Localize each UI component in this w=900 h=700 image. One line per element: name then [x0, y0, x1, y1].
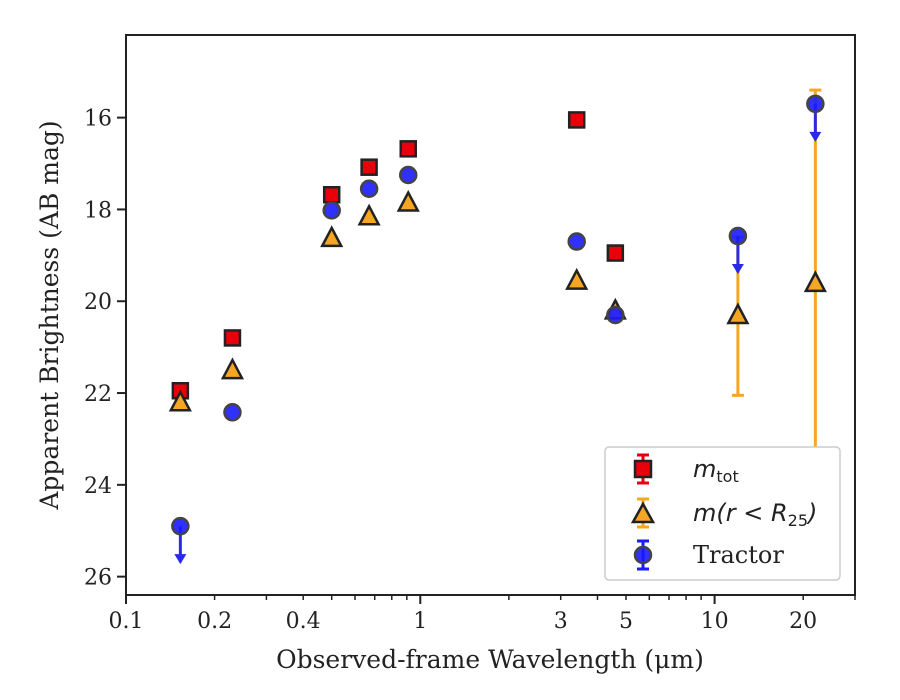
legend-item-mtot: mtot [633, 453, 739, 486]
mr25-point [320, 225, 344, 248]
legend-marker-square [633, 459, 653, 479]
plot-frame [125, 34, 856, 596]
legend-item-mr25: m(r < R25) [630, 497, 817, 530]
tractor-point [606, 305, 625, 325]
y-axis-ticks: 16 18 20 22 24 26 [84, 107, 126, 591]
y-tick-label: 24 [84, 474, 112, 499]
mr25-point [168, 389, 192, 412]
legend: mtot m(r < R25) Tractor [604, 446, 841, 581]
legend-marker-circle [633, 545, 653, 565]
upper-limit-arrowhead [809, 131, 822, 142]
tractor-point [398, 165, 418, 185]
tractor-point [806, 94, 825, 114]
x-tick-label: 0.4 [286, 609, 321, 634]
tractor-point [322, 201, 341, 220]
x-tick-label: 5 [619, 609, 633, 634]
mr25-point [726, 302, 750, 325]
mtot-point [322, 185, 341, 204]
mr25-point [396, 189, 420, 212]
tractor-point [223, 403, 242, 422]
legend-marker-triangle [630, 501, 656, 524]
mtot-point [223, 329, 242, 347]
legend-box [604, 446, 841, 581]
legend-label-tractor: Tractor [693, 541, 784, 569]
tractor-point [171, 516, 190, 536]
y-tick-label: 16 [84, 107, 112, 132]
y-axis-label: Apparent Brightness (AB mag) [35, 120, 64, 510]
x-tick-label: 20 [789, 609, 817, 634]
legend-item-tractor: Tractor [633, 539, 784, 571]
mr25-point [565, 267, 589, 290]
mtot-point [567, 111, 586, 129]
tractor-point [567, 232, 586, 251]
legend-label-mtot: mtot [693, 455, 739, 486]
y-tick-label: 26 [84, 566, 112, 591]
data-series [168, 88, 827, 565]
mr25-point [220, 357, 245, 380]
y-tick-label: 22 [84, 382, 112, 407]
x-tick-label: 1 [413, 609, 427, 634]
tractor-point [359, 179, 379, 199]
upper-limit-arrowhead [731, 264, 744, 275]
x-tick-label: 3 [554, 609, 568, 634]
upper-limit-arrowhead [174, 554, 187, 565]
tractor-point [728, 226, 748, 246]
legend-label-mr25: m(r < R25) [693, 499, 817, 530]
x-tick-label: 0.2 [197, 609, 232, 634]
mtot-point [360, 158, 378, 176]
y-tick-label: 18 [84, 198, 112, 223]
mr25-point [803, 270, 827, 293]
mtot-point [399, 140, 417, 158]
y-tick-label: 20 [84, 290, 112, 315]
x-tick-label: 10 [701, 609, 729, 634]
x-tick-label: 0.1 [109, 609, 144, 634]
x-axis-ticks: 0.1 0.2 0.4 1 3 5 10 20 [109, 595, 856, 634]
mr25-point [357, 203, 381, 226]
x-axis-label: Observed-frame Wavelength (μm) [276, 645, 704, 674]
mtot-point [606, 244, 625, 262]
